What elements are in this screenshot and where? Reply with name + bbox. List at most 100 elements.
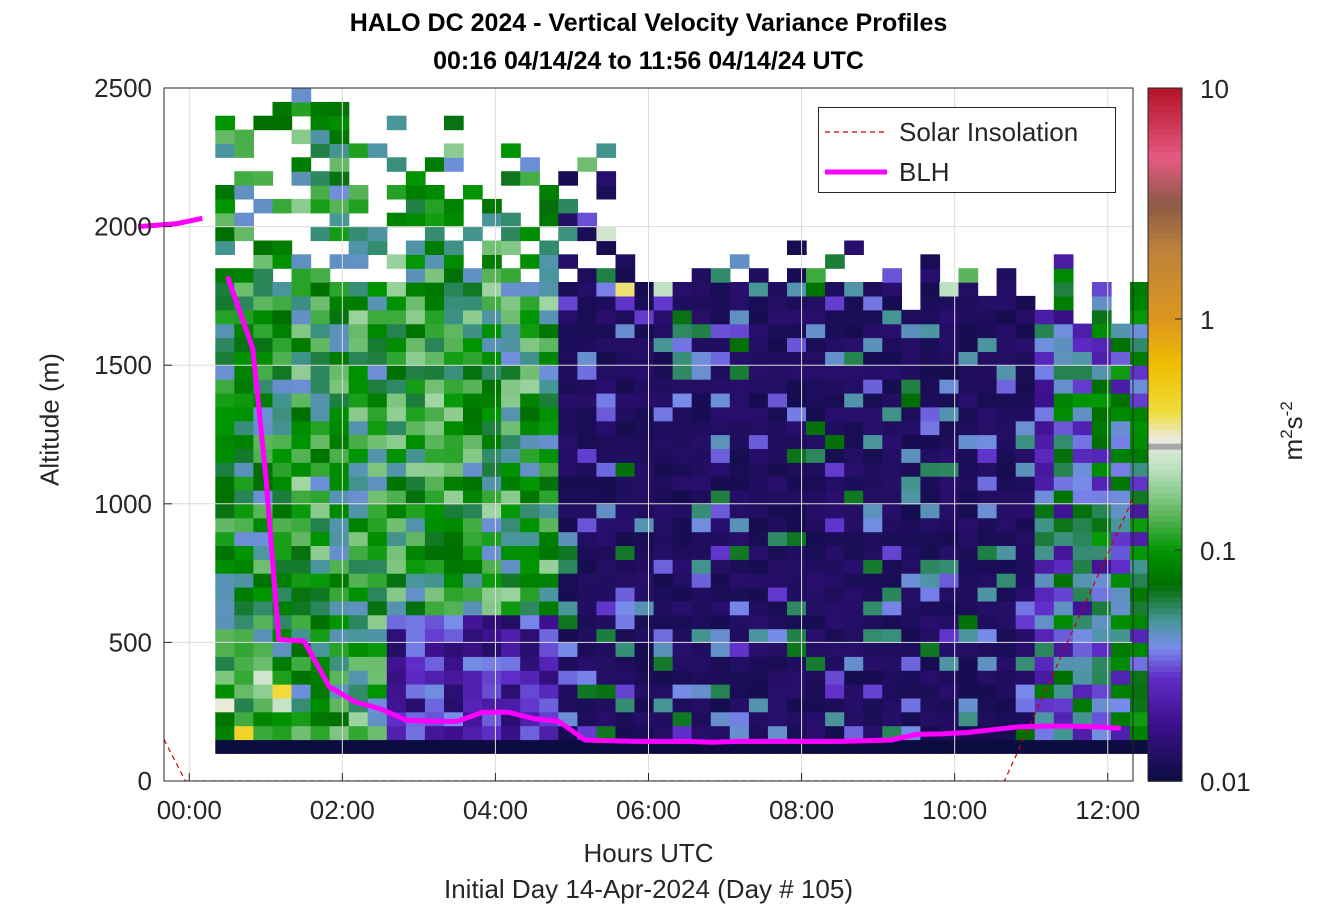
heatmap-cell xyxy=(1130,517,1150,533)
heatmap-cell xyxy=(1130,531,1150,546)
heatmap-cell xyxy=(691,559,712,574)
heatmap-cell xyxy=(996,656,1017,671)
heatmap-cell xyxy=(329,559,350,574)
heatmap-cell xyxy=(501,614,521,630)
heatmap-cell xyxy=(405,309,426,325)
heatmap-cell xyxy=(310,185,331,200)
heatmap-cell xyxy=(767,517,788,533)
heatmap-cell xyxy=(272,684,293,699)
heatmap-cell xyxy=(1072,503,1093,519)
heatmap-cell xyxy=(596,143,617,158)
heatmap-cell xyxy=(215,212,235,228)
heatmap-cell xyxy=(882,517,902,533)
heatmap-cell xyxy=(920,656,941,671)
heatmap-cell xyxy=(729,545,750,560)
heatmap-cell xyxy=(520,254,540,269)
heatmap-cell xyxy=(710,559,731,574)
heatmap-cell xyxy=(444,559,464,574)
heatmap-cell xyxy=(634,642,655,657)
heatmap-cell xyxy=(424,379,445,394)
heatmap-cell xyxy=(253,351,274,366)
heatmap-cell xyxy=(1091,628,1112,643)
colorbar-segment xyxy=(1148,654,1182,661)
heatmap-cell xyxy=(1130,656,1150,671)
heatmap-cell xyxy=(234,365,254,380)
heatmap-cell xyxy=(424,420,445,436)
heatmap-cell xyxy=(787,628,807,643)
legend-label-blh: BLH xyxy=(899,156,950,187)
heatmap-cell xyxy=(615,323,636,339)
heatmap-cell xyxy=(386,434,407,449)
heatmap-cell xyxy=(482,337,502,352)
heatmap-cell xyxy=(882,614,902,630)
heatmap-cell xyxy=(405,725,426,741)
heatmap-cell xyxy=(539,282,559,297)
heatmap-cell xyxy=(215,545,235,560)
heatmap-cell xyxy=(634,684,655,699)
heatmap-cell xyxy=(501,503,521,519)
heatmap-cell xyxy=(1034,614,1055,630)
heatmap-cell xyxy=(748,697,769,713)
heatmap-cell xyxy=(882,365,902,380)
heatmap-cell xyxy=(863,670,883,685)
heatmap-cell xyxy=(215,337,235,352)
heatmap-cell xyxy=(463,573,483,588)
heatmap-cell xyxy=(253,115,274,131)
heatmap-cell xyxy=(234,171,254,186)
heatmap-cell xyxy=(863,282,883,297)
heatmap-cell xyxy=(634,351,655,366)
heatmap-cell xyxy=(539,309,559,325)
heatmap-cell xyxy=(310,434,331,449)
heatmap-cell xyxy=(444,476,464,491)
heatmap-cell xyxy=(863,420,883,436)
heatmap-cell xyxy=(882,434,902,449)
heatmap-cell xyxy=(901,462,921,477)
heatmap-cell xyxy=(215,559,235,574)
heatmap-cell xyxy=(386,642,407,657)
heatmap-cell xyxy=(767,531,788,546)
heatmap-cell xyxy=(520,309,540,325)
heatmap-cell xyxy=(901,656,921,671)
heatmap-cell xyxy=(691,531,712,546)
heatmap-cell xyxy=(1034,684,1055,699)
heatmap-cell xyxy=(748,684,769,699)
colorbar-segment xyxy=(1148,555,1182,563)
heatmap-cell xyxy=(367,351,388,366)
colorbar-segment xyxy=(1148,734,1182,742)
heatmap-cell xyxy=(1130,434,1150,449)
heatmap-cell xyxy=(424,559,445,574)
heatmap-cell xyxy=(1015,489,1036,505)
heatmap-cell xyxy=(729,295,750,311)
heatmap-cell xyxy=(748,295,769,311)
heatmap-cell xyxy=(806,614,826,630)
heatmap-cell xyxy=(863,587,883,602)
heatmap-cell xyxy=(977,587,998,602)
heatmap-cell xyxy=(920,531,941,546)
heatmap-cell xyxy=(558,559,578,574)
axis-ticks: 00:00 02:00 04:00 06:00 08:00 10:00 12:0005001… xyxy=(94,73,1140,825)
heatmap-cell xyxy=(1015,600,1036,616)
heatmap-cell xyxy=(310,365,331,380)
heatmap-cell xyxy=(1034,406,1055,422)
heatmap-cell xyxy=(767,420,788,436)
heatmap-cell xyxy=(253,309,274,325)
heatmap-cell xyxy=(386,309,407,325)
heatmap-cell xyxy=(348,198,369,214)
heatmap-cell xyxy=(348,573,369,588)
heatmap-cell xyxy=(520,171,540,186)
heatmap-cell xyxy=(920,268,941,283)
heatmap-cell xyxy=(729,406,750,422)
heatmap-cell xyxy=(405,268,426,283)
heatmap-cell xyxy=(1072,365,1093,380)
heatmap-cell xyxy=(310,282,331,297)
heatmap-cell xyxy=(405,739,426,754)
heatmap-cell xyxy=(558,697,578,713)
heatmap-cell xyxy=(1091,434,1112,449)
heatmap-cell xyxy=(291,323,312,339)
heatmap-cell xyxy=(234,406,254,422)
legend: Solar Insolation BLH xyxy=(818,107,1116,193)
heatmap-cell xyxy=(901,379,921,394)
heatmap-cell xyxy=(577,587,598,602)
heatmap-cell xyxy=(596,559,617,574)
